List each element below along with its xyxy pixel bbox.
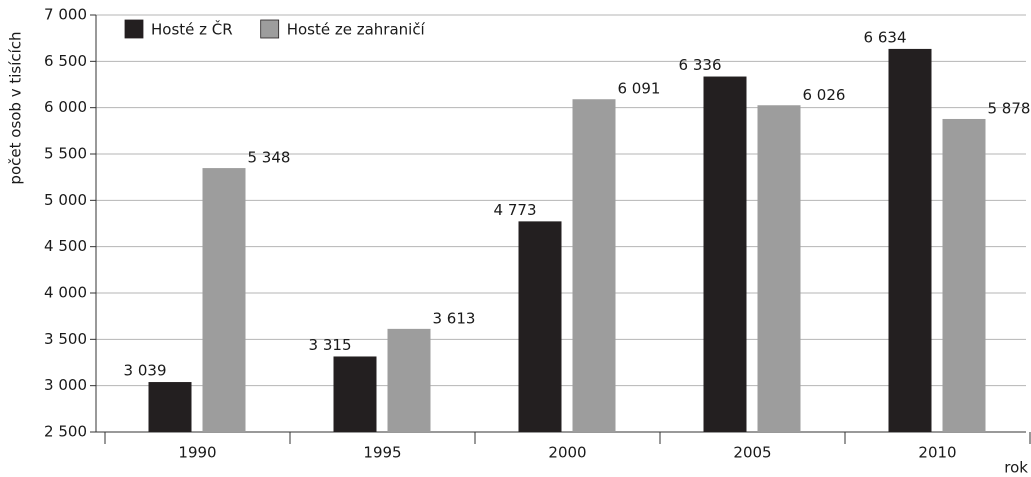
- y-tick-label: 6 000: [44, 98, 87, 116]
- legend-label: Hosté z ČR: [151, 20, 233, 39]
- y-tick-label: 4 500: [44, 237, 87, 255]
- y-tick-label: 4 000: [44, 284, 87, 302]
- bar: [387, 328, 431, 432]
- bar: [888, 48, 932, 432]
- x-tick-label: 2000: [548, 444, 586, 462]
- data-label: 5 878: [988, 99, 1031, 117]
- data-label: 4 773: [494, 201, 537, 219]
- data-label: 5 348: [248, 149, 291, 167]
- x-tick-label: 2010: [918, 444, 956, 462]
- bar: [148, 382, 192, 432]
- y-tick-label: 3 000: [44, 376, 87, 394]
- x-tick-label: 1995: [363, 444, 401, 462]
- data-label: 6 091: [618, 80, 661, 98]
- y-axis-title: počet osob v tisících: [7, 31, 25, 184]
- x-tick-label: 2005: [733, 444, 771, 462]
- bar: [757, 105, 801, 433]
- data-label: 3 613: [433, 309, 476, 327]
- y-tick-label: 5 000: [44, 191, 87, 209]
- data-label: 6 336: [679, 56, 722, 74]
- data-label: 6 634: [864, 28, 907, 46]
- x-axis-title: rok: [1004, 459, 1028, 477]
- bar: [572, 99, 616, 432]
- data-label: 3 315: [309, 336, 352, 354]
- legend-swatch: [124, 19, 144, 39]
- bar: [202, 168, 246, 432]
- y-tick-label: 2 500: [44, 423, 87, 441]
- data-label: 6 026: [803, 86, 846, 104]
- legend-bg: [107, 18, 497, 40]
- bar: [703, 76, 747, 432]
- x-tick-label: 1990: [178, 444, 216, 462]
- bar: [518, 221, 562, 432]
- data-label: 3 039: [124, 362, 167, 380]
- y-tick-label: 5 500: [44, 145, 87, 163]
- bar: [333, 356, 377, 432]
- legend-swatch: [260, 19, 280, 39]
- y-tick-label: 3 500: [44, 330, 87, 348]
- y-tick-label: 7 000: [44, 6, 87, 24]
- bar: [942, 118, 986, 433]
- legend-label: Hosté ze zahraničí: [287, 21, 426, 39]
- y-tick-label: 6 500: [44, 52, 87, 70]
